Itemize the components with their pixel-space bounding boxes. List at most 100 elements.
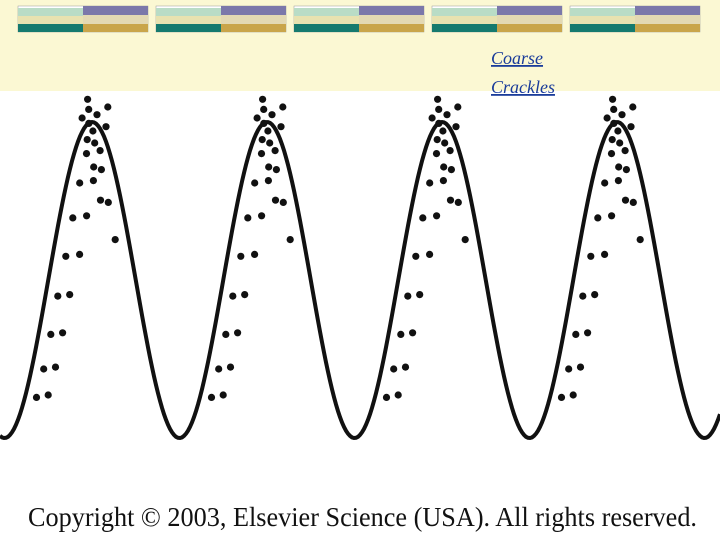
- crackle-dot: [382, 393, 391, 401]
- crackle-dot: [587, 252, 595, 260]
- deco-block: [635, 15, 700, 24]
- crackle-dot: [603, 114, 611, 122]
- crackle-dot: [264, 127, 272, 135]
- crackle-dot: [390, 365, 398, 373]
- crackle-dot: [264, 177, 272, 185]
- deco-block: [432, 24, 497, 32]
- deco-block: [156, 16, 221, 24]
- crackle-dot: [258, 136, 266, 144]
- crackle-dot: [44, 391, 52, 399]
- crackle-dot: [609, 95, 617, 103]
- crackle-dot: [412, 252, 420, 260]
- crackle-dot: [452, 123, 460, 131]
- title-line[interactable]: Crackles: [491, 77, 555, 97]
- deco-block: [359, 6, 424, 15]
- crackle-dot: [286, 236, 294, 244]
- deco-block: [83, 15, 148, 24]
- crackle-dot: [102, 123, 110, 131]
- crackle-dot: [618, 111, 626, 119]
- crackle-dot: [416, 291, 424, 299]
- crackle-dot: [447, 166, 455, 174]
- crackle-dot: [441, 139, 449, 147]
- crackle-dot: [260, 119, 268, 127]
- crackle-dot: [226, 363, 235, 371]
- crackle-dot: [621, 147, 629, 155]
- crackle-dot: [397, 330, 405, 338]
- crackle-dot: [83, 212, 91, 220]
- crackle-dot: [636, 236, 644, 244]
- deco-block: [570, 8, 635, 16]
- crackle-dot: [579, 292, 587, 300]
- crackle-dot: [394, 391, 402, 399]
- crackle-dot: [627, 123, 635, 131]
- crackle-dot: [219, 391, 227, 399]
- crackle-dot: [215, 365, 223, 373]
- crackle-dot: [614, 127, 622, 135]
- crackle-dot: [616, 139, 624, 147]
- crackle-dot: [601, 250, 609, 258]
- crackle-dot: [601, 179, 609, 187]
- crackle-dot: [621, 196, 630, 204]
- crackle-dot: [569, 391, 577, 399]
- deco-block: [18, 24, 83, 32]
- crackle-dot: [59, 329, 67, 337]
- deco-block: [83, 24, 148, 32]
- crackle-dot: [111, 236, 119, 244]
- crackle-dot: [253, 114, 261, 122]
- deco-block: [221, 6, 286, 15]
- crackle-dot: [279, 103, 287, 111]
- crackle-dot: [265, 163, 273, 171]
- crackle-dot: [404, 292, 412, 300]
- crackle-dot: [62, 252, 70, 260]
- crackle-dot: [434, 95, 442, 103]
- crackle-dot: [615, 163, 623, 171]
- deco-block: [497, 15, 562, 24]
- crackle-dot: [576, 363, 585, 371]
- crackle-dot: [93, 111, 101, 119]
- crackle-dot: [439, 177, 447, 185]
- crackle-dot: [97, 166, 105, 174]
- crackle-dot: [426, 179, 434, 187]
- deco-block: [432, 8, 497, 16]
- deco-block: [570, 16, 635, 24]
- crackle-dot: [54, 292, 62, 300]
- deco-block: [570, 24, 635, 32]
- crackle-dot: [614, 177, 623, 185]
- crackle-dot: [251, 250, 259, 258]
- crackle-dot: [47, 330, 55, 338]
- crackle-dot: [557, 393, 566, 401]
- crackle-dot: [85, 105, 93, 113]
- deco-block: [294, 24, 359, 32]
- crackle-dot: [435, 105, 443, 113]
- crackle-dot: [222, 330, 230, 338]
- crackle-dot: [251, 179, 259, 187]
- crackle-dot: [83, 136, 91, 144]
- deco-block: [156, 24, 221, 32]
- crackle-dot: [272, 166, 280, 174]
- crackle-dot: [440, 163, 448, 171]
- crackle-dot: [629, 103, 637, 111]
- crackle-dot: [76, 250, 84, 258]
- crackle-dot: [271, 147, 279, 155]
- deco-block: [635, 24, 700, 32]
- crackle-dot: [260, 105, 268, 113]
- crackle-dot: [90, 163, 98, 171]
- crackle-dot: [433, 136, 441, 144]
- crackle-dot: [426, 250, 434, 258]
- crackle-dot: [428, 114, 436, 122]
- crackle-dot: [622, 166, 631, 174]
- crackle-dot: [419, 214, 427, 222]
- crackle-dot: [433, 212, 441, 220]
- crackle-dot: [96, 147, 104, 155]
- deco-block: [294, 8, 359, 16]
- title-line[interactable]: Coarse: [491, 48, 543, 68]
- deco-block: [221, 24, 286, 32]
- crackle-dot: [279, 198, 287, 206]
- copyright: Copyright © 2003, Elsevier Science (USA)…: [28, 502, 697, 532]
- deco-block: [497, 6, 562, 15]
- crackle-dot: [439, 127, 447, 135]
- wave-line: [0, 119, 720, 441]
- crackle-dot: [607, 150, 616, 158]
- crackle-dot: [446, 196, 455, 204]
